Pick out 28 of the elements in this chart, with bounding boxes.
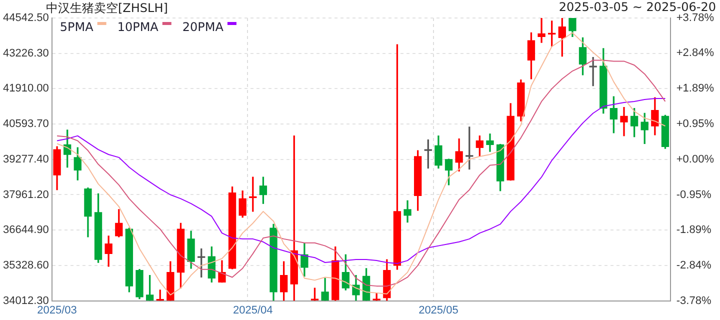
y2-tick-label: +0.00% — [676, 153, 714, 166]
y2-tick-label: +2.84% — [676, 47, 714, 60]
candlestick — [424, 139, 432, 169]
y-tick-label: 39277.40 — [2, 153, 49, 166]
y-tick-label: 40593.70 — [2, 118, 49, 130]
x-tick-label: 2025/05 — [418, 304, 458, 316]
y2-tick-label: -3.78% — [676, 294, 712, 307]
chart-subtitle: 2025-03-05 ~ 2025-06-20 — [558, 0, 716, 14]
y-tick-label: 35328.60 — [2, 259, 49, 272]
y2-tick-label: -0.95% — [676, 188, 712, 201]
x-tick-label: 2025/04 — [233, 304, 273, 316]
y-tick-label: 43226.30 — [2, 47, 49, 60]
y2-tick-label: +0.95% — [676, 118, 714, 130]
y2-tick-label: -1.89% — [676, 224, 712, 236]
y-tick-label: 34012.30 — [2, 294, 49, 307]
chart-title: 中汉生猪卖空[ZHSLH] — [46, 0, 168, 15]
legend-label: 20PMA — [182, 20, 224, 34]
legend-label: 10PMA — [117, 20, 160, 34]
y-tick-label: 41910.00 — [2, 82, 49, 95]
y-tick-label: 44542.50 — [2, 12, 49, 24]
y-tick-label: 37961.20 — [2, 188, 49, 201]
y2-tick-label: +1.89% — [676, 82, 714, 95]
y2-tick-label: -2.84% — [676, 260, 712, 272]
candlestick — [310, 288, 319, 301]
y2-tick-label: +3.78% — [676, 12, 714, 24]
legend-label: 5PMA — [60, 20, 94, 34]
y-tick-label: 36644.90 — [2, 224, 49, 236]
x-tick-label: 2025/03 — [37, 304, 77, 316]
